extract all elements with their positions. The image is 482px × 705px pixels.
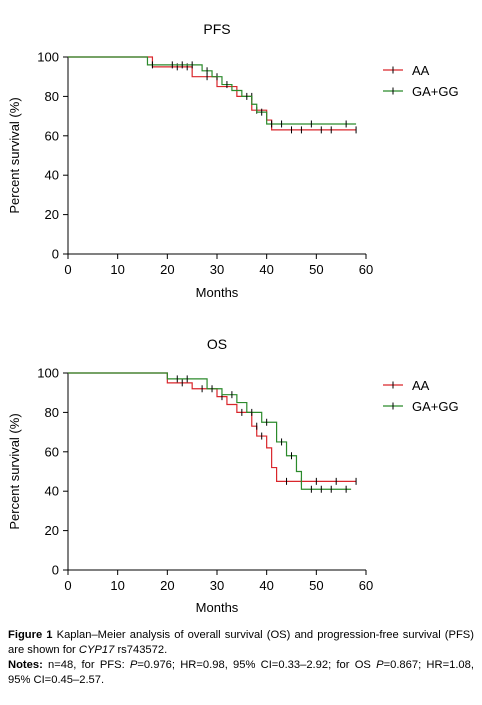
y-tick-label: 60 (45, 444, 59, 459)
x-tick-label: 30 (210, 262, 224, 277)
x-tick-label: 60 (359, 578, 373, 593)
x-tick-label: 40 (259, 578, 273, 593)
survival-curve-ga-gg (68, 372, 352, 490)
figure-label: Figure 1 (8, 629, 53, 641)
x-tick-label: 40 (259, 262, 273, 277)
x-tick-label: 50 (309, 262, 323, 277)
x-tick-label: 0 (64, 262, 71, 277)
y-tick-label: 0 (52, 247, 59, 262)
x-axis-label: Months (196, 600, 239, 615)
gene-name: CYP17 (78, 644, 115, 656)
p-value-label-pfs: P (129, 659, 138, 671)
p-value-label-os: P (376, 659, 384, 671)
x-tick-label: 10 (110, 262, 124, 277)
y-tick-label: 100 (37, 50, 59, 65)
figure-caption: Figure 1 Kaplan–Meier analysis of overal… (8, 628, 474, 688)
caption-text-a: Kaplan–Meier analysis of overall surviva… (8, 629, 474, 656)
chart-title: PFS (203, 21, 230, 37)
y-tick-label: 40 (45, 168, 59, 183)
y-tick-label: 40 (45, 484, 59, 499)
notes-label: Notes: (8, 659, 43, 671)
x-axis-label: Months (196, 285, 239, 300)
y-tick-label: 0 (52, 563, 59, 578)
caption-notes: Notes: n=48, for PFS: P=0.976; HR=0.98, … (8, 658, 474, 688)
x-tick-label: 20 (160, 262, 174, 277)
survival-curve-aa (68, 56, 357, 131)
y-tick-label: 100 (37, 366, 59, 381)
x-tick-label: 20 (160, 578, 174, 593)
y-tick-label: 80 (45, 405, 59, 420)
y-tick-label: 20 (45, 523, 59, 538)
chart-panel-os: OS 0 10 20 30 40 50 60 0 20 40 60 80 100 Months Percent… (7, 336, 459, 615)
survival-curve-aa (68, 372, 357, 482)
survival-curve-ga-gg (68, 56, 357, 125)
x-tick-label: 10 (110, 578, 124, 593)
chart-panel-pfs: PFS 0 10 20 30 40 50 60 0 20 40 60 80 100 Months Percen… (7, 21, 459, 300)
legend-label-ga-gg: GA+GG (412, 399, 459, 414)
chart-title: OS (207, 336, 227, 352)
y-tick-label: 20 (45, 207, 59, 222)
legend-label-ga-gg: GA+GG (412, 84, 459, 99)
y-axis-label: Percent survival (%) (7, 413, 22, 529)
notes-text-b: =0.976; HR=0.98, 95% CI=0.33–2.92; for O… (137, 659, 377, 671)
x-tick-label: 30 (210, 578, 224, 593)
x-tick-label: 0 (64, 578, 71, 593)
legend-label-aa: AA (412, 378, 430, 393)
caption-main: Figure 1 Kaplan–Meier analysis of overal… (8, 628, 474, 658)
legend-label-aa: AA (412, 63, 430, 78)
notes-text-a: n=48, for PFS: (42, 659, 130, 671)
notes-text-c: =0.867; HR=1.08, 95% CI=0.45–2.57. (8, 659, 474, 686)
x-tick-label: 50 (309, 578, 323, 593)
y-tick-label: 80 (45, 89, 59, 104)
caption-text-b: rs743572. (114, 644, 168, 656)
y-axis-label: Percent survival (%) (7, 97, 22, 213)
y-tick-label: 60 (45, 128, 59, 143)
x-tick-label: 60 (359, 262, 373, 277)
